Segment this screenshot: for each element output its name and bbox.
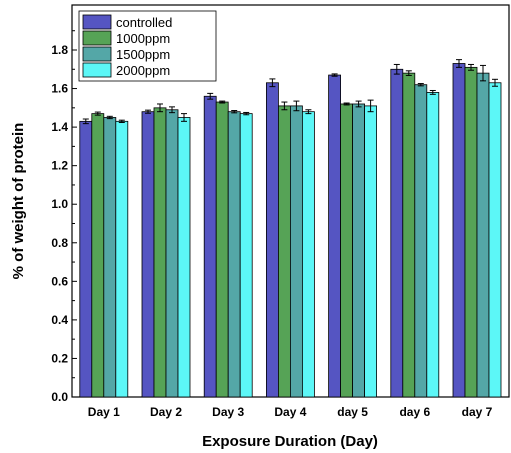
bar — [328, 74, 342, 398]
error-bar — [331, 73, 338, 77]
bar — [103, 117, 117, 398]
error-bar — [492, 78, 498, 87]
bar — [301, 111, 315, 398]
bar — [141, 111, 155, 398]
y-tick-label: 0.0 — [51, 390, 68, 404]
bar — [265, 82, 279, 398]
legend-label: 1000ppm — [116, 31, 170, 46]
legend-label: 1500ppm — [116, 47, 170, 62]
y-tick-label: 0.2 — [51, 351, 68, 365]
error-bar — [106, 115, 113, 120]
legend-item: controlled — [82, 14, 172, 30]
legend-swatch — [82, 14, 112, 30]
error-bar — [94, 111, 101, 116]
legend-swatch — [82, 62, 112, 78]
error-bar — [355, 100, 362, 108]
error-bar — [405, 70, 412, 76]
bar — [390, 68, 404, 398]
legend-item: 1000ppm — [82, 30, 170, 46]
bar — [464, 66, 478, 398]
legend-label: 2000ppm — [116, 63, 170, 78]
error-bar — [367, 99, 374, 113]
error-bar — [417, 83, 424, 87]
x-tick-label: day 5 — [337, 405, 368, 419]
error-bar — [456, 59, 462, 68]
y-tick-label: 1.8 — [51, 43, 68, 57]
error-bar — [219, 100, 226, 104]
bar — [364, 105, 378, 398]
bar — [115, 120, 129, 398]
y-tick-label: 1.0 — [51, 197, 68, 211]
y-tick-label: 0.6 — [51, 274, 68, 288]
legend-label: controlled — [116, 15, 172, 30]
x-axis: Day 1 Day 2 Day 3 Day 4 day 5 day 6 day 7 — [88, 392, 493, 419]
bar — [426, 92, 440, 398]
error-bar — [269, 78, 276, 88]
error-bar — [243, 111, 250, 116]
y-tick-label: 0.4 — [51, 313, 68, 327]
error-bar — [305, 109, 312, 115]
error-bar — [281, 101, 288, 111]
error-bars-group — [82, 59, 498, 125]
error-bar — [231, 110, 238, 114]
y-tick-label: 1.6 — [51, 82, 68, 96]
x-tick-label: day 6 — [399, 405, 430, 419]
error-bar — [118, 119, 125, 123]
bar — [215, 101, 229, 398]
error-bar — [207, 92, 214, 100]
x-tick-label: Day 1 — [88, 405, 120, 419]
bar — [153, 107, 167, 398]
error-bar — [145, 109, 151, 114]
legend-swatch — [82, 30, 112, 46]
x-tick-label: Day 2 — [150, 405, 182, 419]
bar — [227, 111, 241, 398]
y-tick-label: 1.2 — [51, 159, 68, 173]
y-axis-title: % of weight of protein — [10, 123, 27, 280]
bar — [79, 120, 93, 398]
bar — [239, 113, 253, 398]
bars-group — [79, 63, 502, 398]
error-bar — [169, 106, 175, 114]
bar — [177, 117, 191, 398]
bar — [476, 72, 490, 398]
bar — [488, 82, 502, 398]
error-bar — [393, 63, 400, 75]
y-axis: 0.0 0.2 0.4 0.6 0.8 1.0 1.2 1.4 1.6 1.8 — [51, 30, 77, 404]
bar — [340, 103, 354, 398]
legend-swatch — [82, 46, 112, 62]
bar — [277, 105, 291, 398]
legend-item: 2000ppm — [82, 62, 170, 78]
error-bar — [293, 100, 300, 112]
bar — [203, 95, 217, 398]
x-tick-label: day 7 — [462, 405, 493, 419]
error-bar — [468, 63, 474, 71]
bar — [402, 72, 416, 398]
bar — [452, 63, 466, 398]
bar — [289, 105, 303, 398]
error-bar — [82, 118, 89, 125]
y-tick-label: 1.4 — [51, 120, 68, 134]
plot-area: 0.00.20.40.60.81.01.21.41.61.8 Day 1 Day … — [51, 4, 510, 419]
bar — [414, 84, 428, 398]
error-bar — [157, 103, 163, 113]
error-bar — [480, 64, 486, 82]
y-tick-label: 0.8 — [51, 236, 68, 250]
legend-item: 1500ppm — [82, 46, 170, 62]
x-axis-title: Exposure Duration (Day) — [202, 433, 378, 450]
error-bar — [429, 89, 436, 95]
error-bar — [343, 102, 350, 106]
bar — [91, 113, 105, 398]
x-tick-label: Day 4 — [274, 405, 306, 419]
error-bar — [181, 113, 187, 122]
x-tick-label: Day 3 — [212, 405, 244, 419]
bar — [352, 103, 366, 398]
bar — [165, 109, 179, 398]
